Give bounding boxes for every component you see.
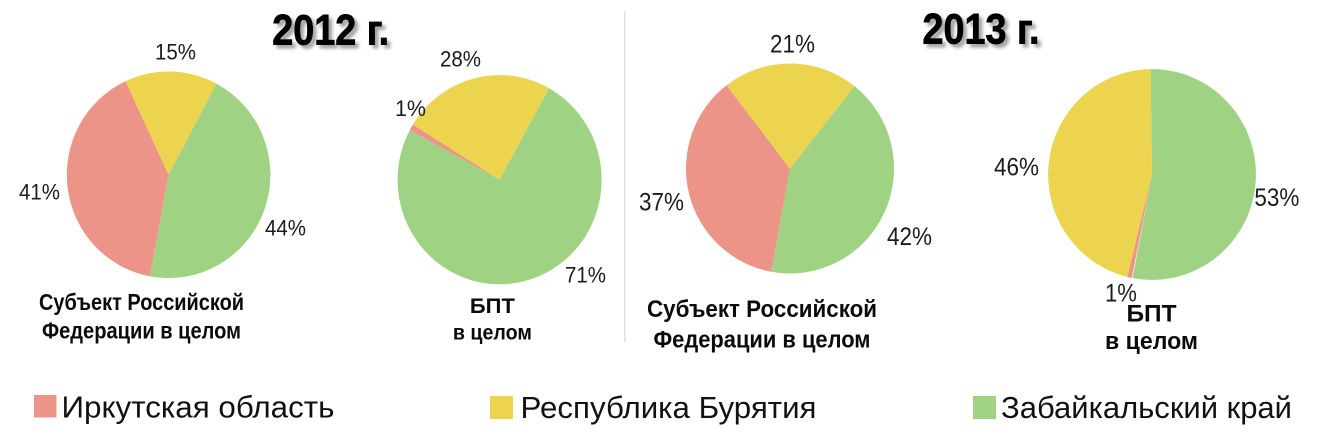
- svg-text:Федерации в целом: Федерации в целом: [654, 326, 871, 353]
- svg-text:15%: 15%: [155, 40, 196, 65]
- svg-text:71%: 71%: [565, 262, 606, 287]
- svg-text:БПТ: БПТ: [1127, 300, 1177, 327]
- svg-text:28%: 28%: [440, 47, 481, 72]
- svg-text:2013 г.: 2013 г.: [923, 6, 1040, 54]
- svg-text:в целом: в целом: [453, 321, 532, 345]
- svg-text:Субъект Российской: Субъект Российской: [39, 289, 244, 315]
- svg-text:2012 г.: 2012 г.: [272, 7, 389, 55]
- svg-text:53%: 53%: [1254, 184, 1299, 212]
- svg-text:42%: 42%: [887, 223, 932, 251]
- svg-text:44%: 44%: [265, 216, 306, 241]
- svg-text:1%: 1%: [1105, 280, 1137, 308]
- svg-text:БПТ: БПТ: [470, 294, 515, 318]
- svg-text:Республика Бурятия: Республика Бурятия: [521, 391, 817, 425]
- svg-text:Субъект Российской: Субъект Российской: [647, 296, 877, 323]
- svg-text:Иркутская область: Иркутская область: [62, 391, 335, 425]
- svg-text:в целом: в целом: [1105, 328, 1198, 355]
- svg-text:41%: 41%: [19, 180, 60, 205]
- svg-text:Федерации в целом: Федерации в целом: [42, 318, 241, 344]
- svg-text:21%: 21%: [770, 30, 815, 58]
- svg-text:Забайкальский край: Забайкальский край: [1001, 391, 1292, 425]
- svg-text:46%: 46%: [994, 153, 1039, 181]
- svg-text:1%: 1%: [395, 96, 426, 121]
- svg-text:37%: 37%: [639, 188, 684, 216]
